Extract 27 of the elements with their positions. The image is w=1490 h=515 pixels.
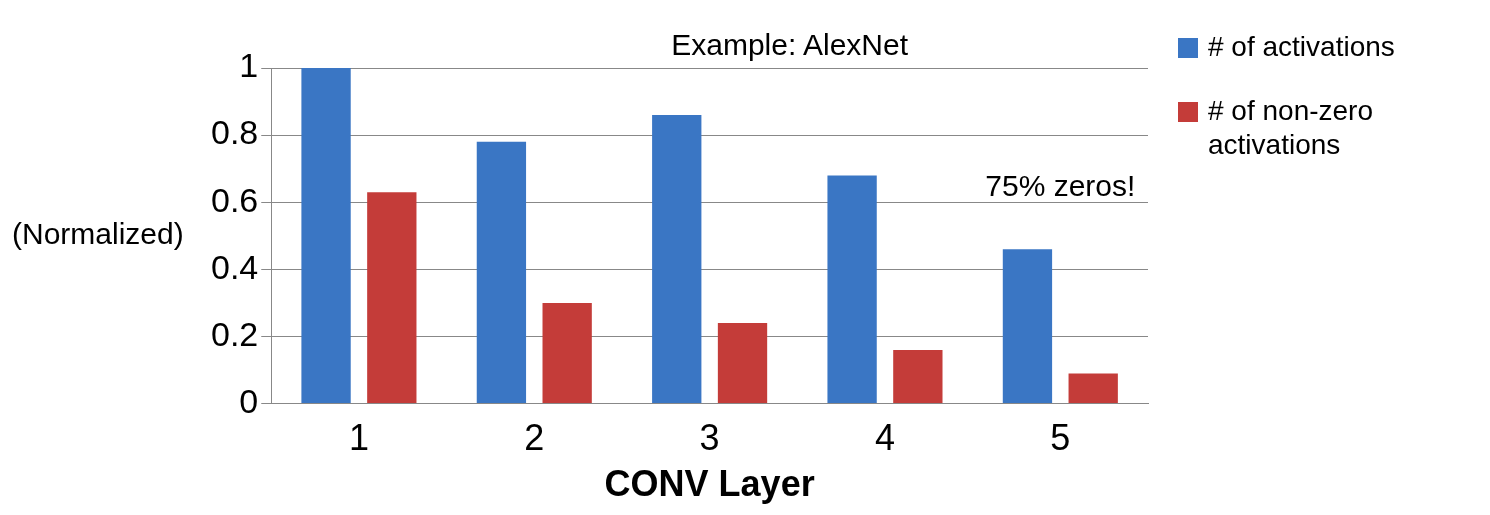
- legend-label: # of non-zero activations: [1208, 94, 1373, 160]
- legend-label: # of activations: [1208, 30, 1395, 62]
- bar: [367, 192, 417, 404]
- x-tick-label: 5: [1050, 417, 1071, 459]
- bar: [827, 175, 877, 404]
- bar: [893, 349, 943, 404]
- y-axis-title: (Normalized): [12, 217, 184, 251]
- x-tick-label: 1: [348, 417, 369, 459]
- bar: [542, 302, 592, 404]
- y-tick-label: 0.6: [211, 180, 259, 219]
- y-tick-label: 0.4: [211, 247, 259, 286]
- y-tick-label: 0.8: [211, 113, 259, 152]
- x-tick-label: 4: [874, 417, 895, 459]
- x-tick-label: 2: [524, 417, 545, 459]
- y-tick-label: 0.2: [211, 314, 259, 353]
- bar: [1068, 373, 1118, 404]
- x-tick-label: 3: [699, 417, 720, 459]
- bar: [717, 323, 768, 404]
- chart-title: Example: AlexNet: [671, 28, 909, 62]
- bar: [476, 141, 527, 404]
- bar: [1002, 249, 1053, 404]
- y-tick-label: 1: [239, 46, 259, 85]
- bar: [652, 114, 702, 404]
- annotation: 75% zeros!: [985, 168, 1136, 202]
- bar: [301, 68, 351, 404]
- x-axis-title: CONV Layer: [604, 463, 815, 505]
- y-tick-label: 0: [239, 381, 259, 420]
